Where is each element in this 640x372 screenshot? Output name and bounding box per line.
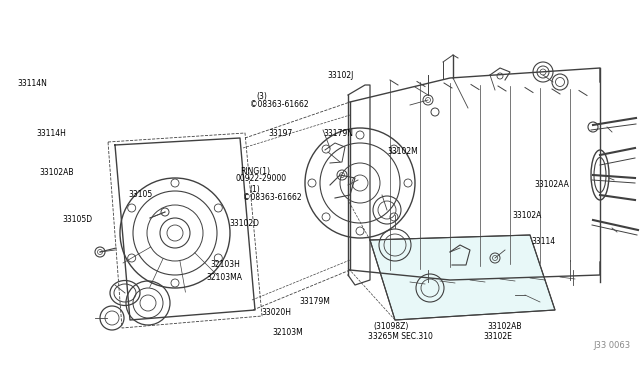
Polygon shape: [370, 235, 555, 320]
Text: 32103H: 32103H: [210, 260, 240, 269]
Text: 33179M: 33179M: [300, 297, 330, 306]
Text: 33102AA: 33102AA: [534, 180, 569, 189]
Text: 33102AB: 33102AB: [488, 322, 522, 331]
Text: 33102D: 33102D: [229, 219, 259, 228]
Text: ©08363-61662: ©08363-61662: [250, 100, 308, 109]
Text: (3): (3): [256, 92, 267, 101]
Text: 33102M: 33102M: [387, 147, 418, 156]
Text: 32103M: 32103M: [272, 328, 303, 337]
Text: 33105D: 33105D: [63, 215, 93, 224]
Text: 33114N: 33114N: [17, 79, 47, 88]
Text: 33197: 33197: [269, 129, 293, 138]
Text: 33179N: 33179N: [323, 129, 353, 138]
Text: 33265M SEC.310: 33265M SEC.310: [368, 332, 433, 341]
Text: J33 0063: J33 0063: [593, 341, 630, 350]
Text: 33102AB: 33102AB: [40, 168, 74, 177]
Text: 33114H: 33114H: [36, 129, 67, 138]
Text: 32103MA: 32103MA: [207, 273, 243, 282]
Text: 00922-29000: 00922-29000: [236, 174, 287, 183]
Text: (31098Z): (31098Z): [373, 322, 408, 331]
Text: 33105: 33105: [128, 190, 152, 199]
Text: 33020H: 33020H: [261, 308, 291, 317]
Text: RING(1): RING(1): [240, 167, 270, 176]
Text: 33102J: 33102J: [328, 71, 354, 80]
Text: (1): (1): [250, 185, 260, 194]
Text: 33102E: 33102E: [483, 332, 512, 341]
Text: ©08363-61662: ©08363-61662: [243, 193, 302, 202]
Text: 33102A: 33102A: [512, 211, 541, 220]
Text: 33114: 33114: [531, 237, 556, 246]
